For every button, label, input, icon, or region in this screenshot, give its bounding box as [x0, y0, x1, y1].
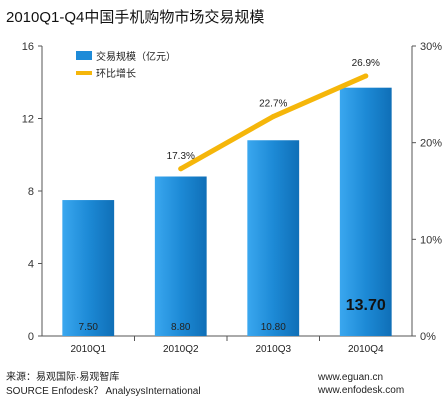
y-right-tick-label: 30%	[420, 41, 442, 53]
growth-line: 17.3% 22.7% 26.9%	[167, 58, 380, 172]
growth-value-label: 17.3%	[167, 151, 195, 162]
y-right-tick-label: 20%	[420, 138, 442, 150]
growth-value-label: 26.9%	[352, 58, 380, 69]
y-left-tick-label: 12	[22, 114, 34, 126]
bar	[339, 87, 392, 336]
legend: 交易规模（亿元） 环比增长	[76, 50, 176, 80]
bar-value-label: 7.50	[79, 322, 99, 333]
y-right-tick-label: 10%	[420, 234, 442, 246]
legend-label-bar: 交易规模（亿元）	[96, 50, 176, 63]
legend-swatch-line	[76, 71, 92, 75]
bar-value-label: 10.80	[261, 322, 286, 333]
y-left-tick-label: 16	[22, 41, 34, 53]
x-tick-label: 2010Q2	[163, 344, 199, 355]
source-line-1: 来源：易观国际·易观智库	[6, 372, 120, 383]
url-enfodesk: www.enfodesk.com	[318, 385, 405, 396]
legend-label-line: 环比增长	[96, 67, 136, 80]
y-left-tick-label: 0	[28, 331, 34, 343]
bars: 7.50 8.80 10.80 13.70	[62, 87, 392, 336]
bar	[62, 200, 115, 336]
chart-title: 2010Q1-Q4中国手机购物市场交易规模	[6, 9, 265, 26]
growth-point	[178, 166, 184, 172]
source-line-2: SOURCE Enfodesk？ AnalysysInternational	[6, 386, 201, 397]
growth-value-label: 22.7%	[259, 99, 287, 110]
x-tick-label: 2010Q3	[255, 344, 291, 355]
y-right-tick-label: 0%	[420, 331, 436, 343]
bar-value-label: 8.80	[171, 322, 191, 333]
url-eguan: www.eguan.cn	[318, 372, 384, 383]
x-tick-label: 2010Q4	[348, 344, 384, 355]
bar	[247, 140, 300, 336]
bar	[154, 176, 207, 336]
x-tick-label: 2010Q1	[70, 344, 106, 355]
legend-swatch-bar	[76, 51, 92, 60]
y-left-tick-label: 4	[28, 259, 34, 271]
growth-point	[363, 73, 369, 79]
growth-point	[270, 114, 276, 120]
bar-value-label: 13.70	[346, 297, 386, 314]
y-left-tick-label: 8	[28, 186, 34, 198]
